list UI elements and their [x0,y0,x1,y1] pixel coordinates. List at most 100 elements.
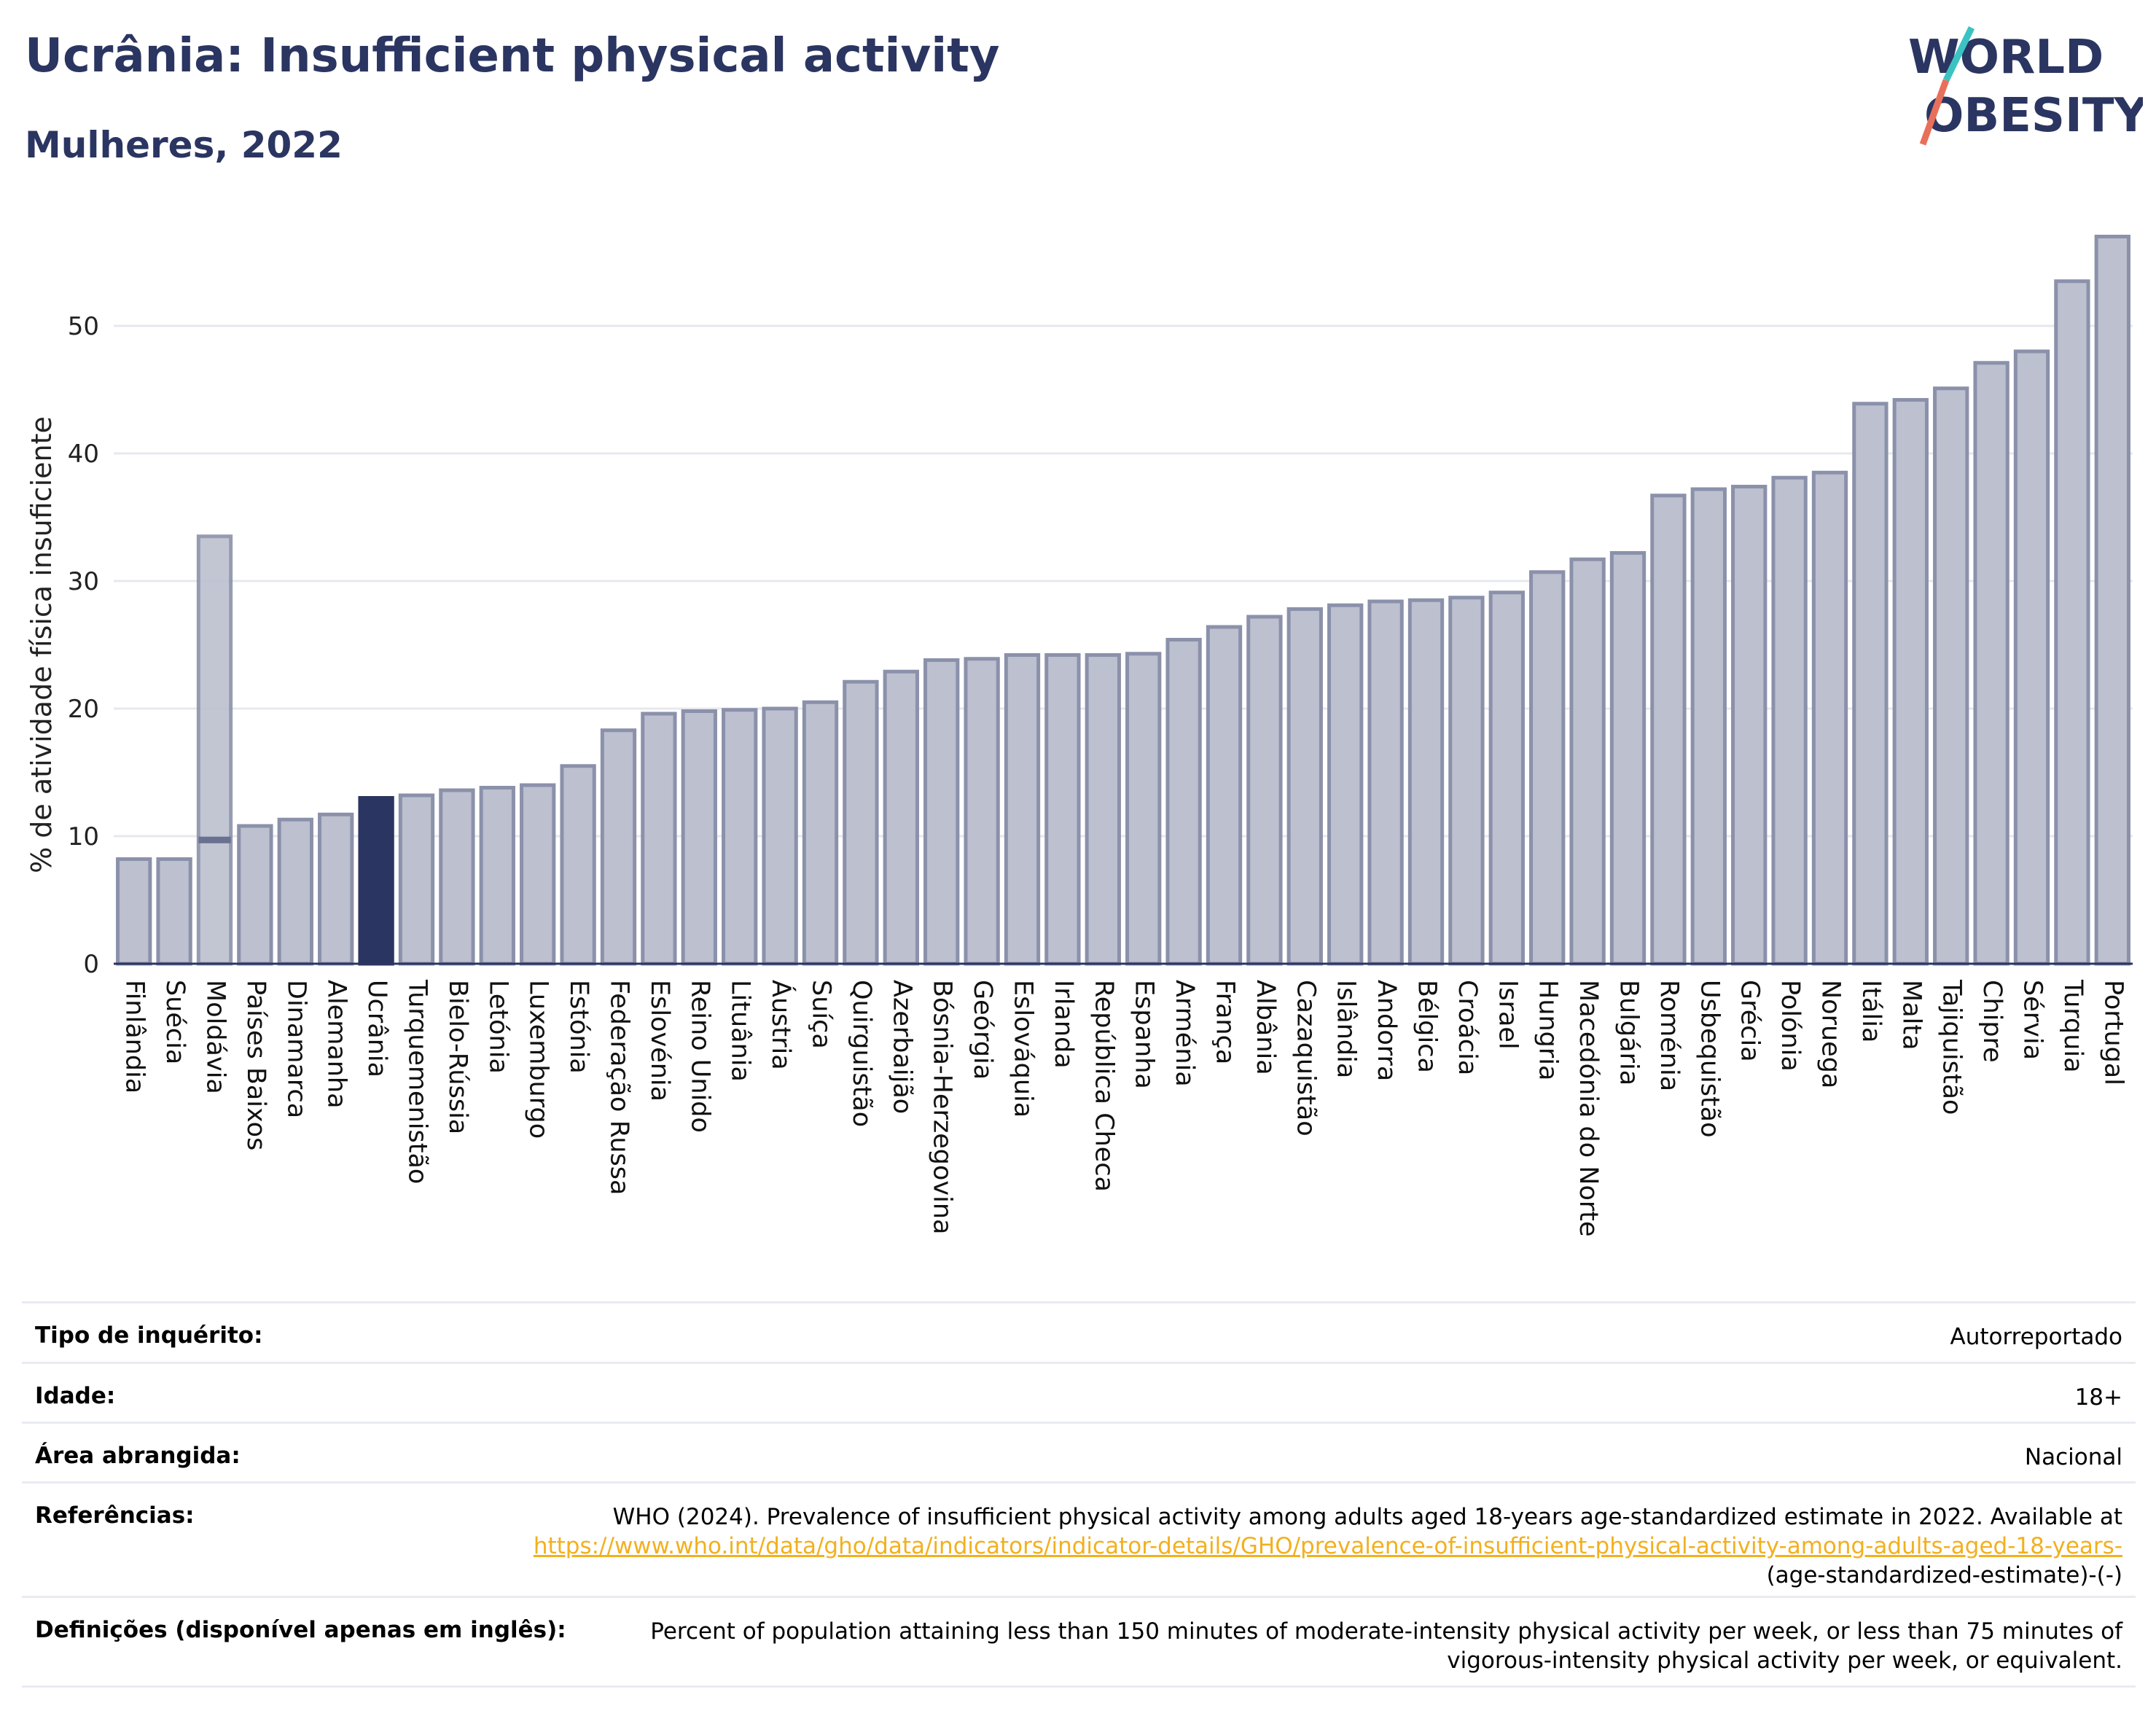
meta-row-references: Referências: WHO (2024). Prevalence of i… [22,1481,2136,1596]
bar [479,786,515,966]
bar [1165,638,1202,966]
logo-slash-coral [1919,79,1950,146]
bar [1529,570,1566,966]
x-tick-label: Polónia [1776,980,1805,1072]
bar [237,824,273,966]
x-tick-label: Dinamarca [281,980,310,1118]
bar [1892,398,1929,966]
y-tick-label: 50 [68,312,99,341]
y-tick-label: 10 [68,822,99,851]
x-tick-label: Arménia [1170,980,1199,1087]
bar [398,793,435,966]
meta-value: 18+ [2074,1384,2122,1411]
bar [1286,607,1323,966]
bar [318,812,354,966]
bar [1367,599,1404,966]
x-tick-label: Islândia [1332,980,1361,1078]
x-tick-label: Ucrânia [362,980,391,1077]
x-tick-label: Turquemenistão [403,979,432,1184]
x-tick-label: Alemanha [322,980,351,1109]
x-tick-label: Moldávia [201,980,230,1094]
x-tick-label: Eslováquia [1009,980,1038,1118]
bar [1206,625,1243,966]
meta-label: Referências: [35,1502,195,1529]
x-tick-label: Portugal [2098,980,2128,1085]
x-tick-label: Luxemburgo [524,980,553,1139]
x-tick-label: Quirguistão [847,980,876,1127]
y-tick-label: 0 [83,950,99,979]
page-subtitle: Mulheres, 2022 [25,124,343,166]
bar [1004,653,1041,966]
x-tick-label: Israel [1493,980,1522,1050]
x-tick-label: República Checa [1089,980,1118,1192]
meta-value: Percent of population attaining less tha… [650,1618,2122,1674]
x-tick-label: Geórgia [968,980,997,1080]
x-tick-label: Cazaquistão [1291,980,1320,1136]
bar [1650,494,1687,966]
x-tick-label: Finlândia [120,980,149,1093]
meta-row-age: Idade: 18+ [22,1362,2136,1422]
world-obesity-logo: WORLD OBESITY [1908,26,2143,146]
x-tick-label: Albânia [1251,980,1280,1075]
bar [1852,402,1889,966]
meta-value: Autorreportado [1950,1324,2123,1350]
x-tick-label: Irlanda [1049,980,1078,1069]
bar [1407,598,1445,966]
meta-row-coverage: Área abrangida: Nacional [22,1422,2136,1481]
x-tick-label: Tajiquistão [1937,979,1966,1115]
bar [964,657,1000,966]
x-tick-label: Federação Russa [605,980,634,1195]
bar [1125,652,1162,966]
x-tick-label: Suécia [160,980,190,1064]
bar [641,711,677,966]
bar [277,817,313,966]
x-tick-label: Croácia [1453,980,1482,1075]
bar [1771,475,1808,966]
reference-link[interactable]: https://www.who.int/data/gho/data/indica… [533,1533,2122,1559]
bar [1933,386,1969,966]
x-tick-label: Usbequistão [1695,980,1724,1138]
x-tick-label: Suíça [807,980,836,1049]
bar [1973,361,2009,966]
logo-slash-teal [1942,26,1975,82]
x-tick-label: Sérvia [2018,980,2047,1060]
meta-value: WHO (2024). Prevalence of insufficient p… [519,1502,2122,1590]
bar [600,728,637,966]
x-tick-label: França [1211,980,1240,1064]
bar [681,709,717,966]
x-tick-label: Andorra [1372,980,1401,1081]
x-tick-label: Chipre [1977,980,2007,1063]
y-axis-label: % de atividade física insuficiente [26,416,58,873]
x-tick-label: Países Baixos [241,980,270,1150]
bar [1448,596,1485,966]
bar [116,857,152,966]
x-tick-label: Bósnia-Herzegovina [928,980,957,1235]
x-tick-label: Turquia [2058,979,2087,1073]
y-tick-label: 30 [68,567,99,596]
metadata-table: Tipo de inquérito: Autorreportado Idade:… [22,1301,2136,1688]
reference-suffix: (age-standardized-estimate)-(-) [1766,1562,2122,1588]
bar [1044,653,1081,966]
bar [1731,485,1768,966]
bar [520,783,556,966]
x-tick-label: Lituânia [726,980,755,1082]
bar [1246,615,1283,966]
x-tick-label: Hungria [1534,980,1563,1080]
meta-label: Tipo de inquérito: [35,1322,263,1349]
x-tick-label: Macedónia do Norte [1574,980,1603,1237]
x-tick-label: Letónia [483,980,512,1074]
x-tick-label: Malta [1897,980,1926,1050]
reference-text: WHO (2024). Prevalence of insufficient p… [612,1504,2122,1530]
x-tick-label: Bulgária [1614,980,1644,1085]
bar [1327,603,1364,966]
bar [1085,653,1121,966]
page-title: Ucrânia: Insufficient physical activity [25,29,1000,83]
bar [2054,279,2090,966]
x-tick-label: Grécia [1735,980,1765,1062]
logo-line1: WORLD [1908,31,2104,85]
bar [1609,551,1647,966]
x-tick-label: Roménia [1655,980,1684,1091]
bar [923,658,960,966]
y-tick-label: 20 [68,695,99,724]
meta-value: Nacional [2024,1444,2122,1470]
